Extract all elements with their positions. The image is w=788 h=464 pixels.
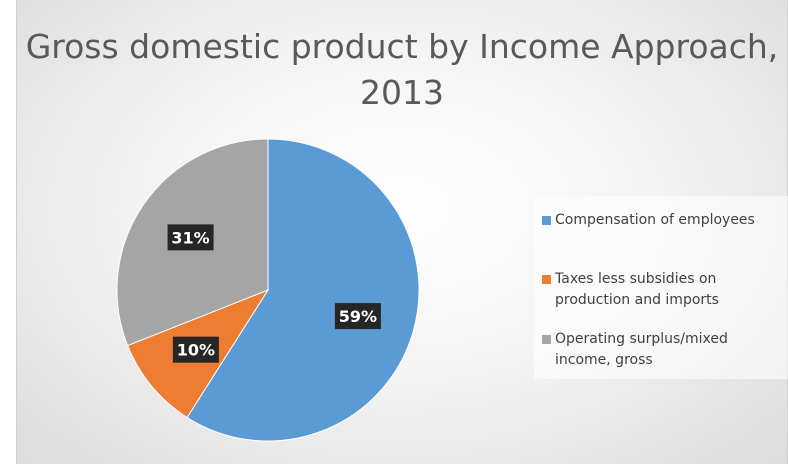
- legend-item-compensation: Compensation of employees: [542, 210, 782, 231]
- pie-chart: 59% 10% 31%: [116, 138, 420, 442]
- data-label-text-operating-surplus: 31%: [171, 228, 209, 247]
- legend-swatch-operating-surplus: [542, 335, 551, 344]
- data-label-compensation: 59%: [334, 303, 381, 330]
- legend-item-taxes: Taxes less subsidies on production and i…: [542, 269, 782, 311]
- legend-swatch-compensation: [542, 216, 551, 225]
- data-label-text-compensation: 59%: [339, 307, 377, 326]
- chart-area: Gross domestic product by Income Approac…: [16, 0, 788, 464]
- legend-label-taxes: Taxes less subsidies on production and i…: [555, 271, 719, 308]
- data-label-operating-surplus: 31%: [167, 224, 214, 251]
- legend-swatch-taxes: [542, 275, 551, 284]
- data-label-taxes: 10%: [172, 336, 219, 363]
- chart-title: Gross domestic product by Income Approac…: [25, 27, 779, 112]
- pie-slice-compensation: [186, 138, 420, 442]
- data-label-box-compensation: [334, 303, 381, 330]
- data-label-text-taxes: 10%: [177, 341, 215, 360]
- data-label-box-operating-surplus: [167, 224, 214, 251]
- legend: Compensation of employees Taxes less sub…: [534, 196, 788, 379]
- legend-label-compensation: Compensation of employees: [555, 212, 755, 228]
- legend-label-operating-surplus: Operating surplus/mixed income, gross: [555, 331, 728, 368]
- data-label-box-taxes: [172, 336, 219, 363]
- legend-item-operating-surplus: Operating surplus/mixed income, gross: [542, 329, 782, 371]
